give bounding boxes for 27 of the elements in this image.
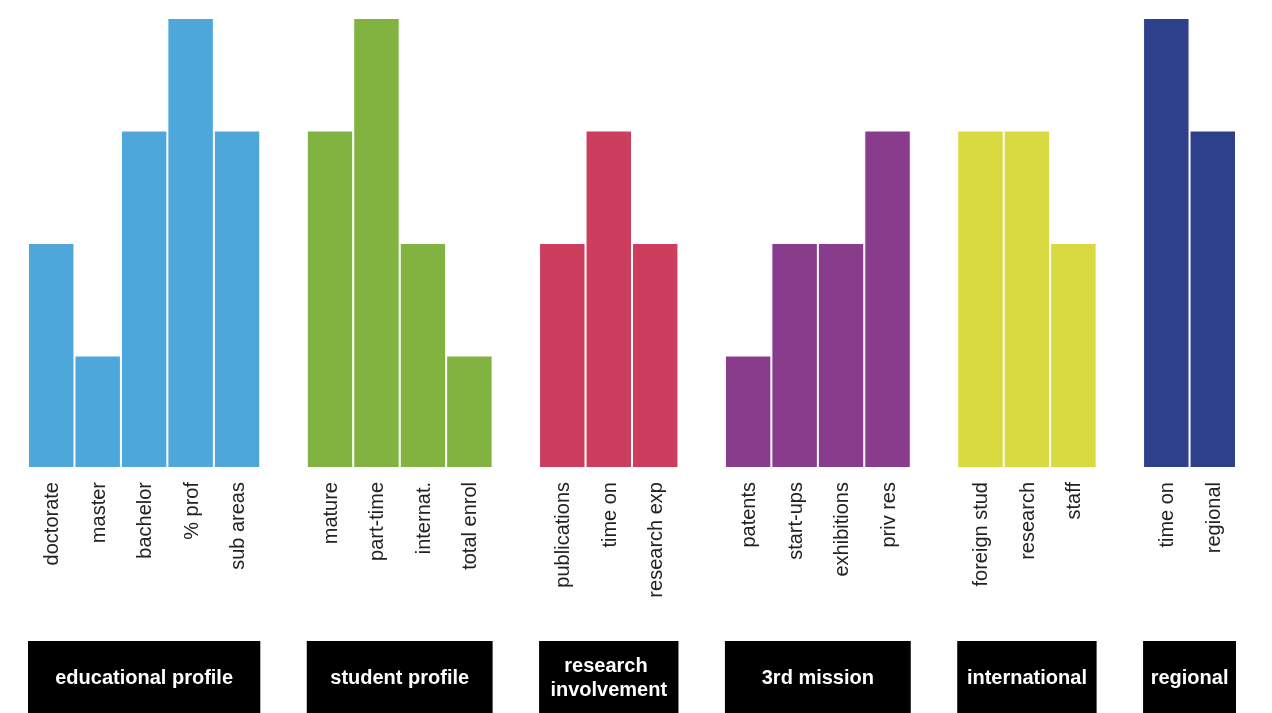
x-tick-label: master	[86, 481, 109, 544]
x-tick-label: research	[1015, 482, 1038, 560]
x-tick-label: sub areas	[226, 482, 249, 570]
x-tick-label: doctorate	[40, 482, 63, 566]
x-tick-label: % prof	[179, 481, 202, 540]
x-tick-label: patents	[737, 482, 760, 548]
text: student profile	[330, 666, 470, 688]
x-tick-label: part-time	[365, 482, 388, 561]
x-tick-label: exhibitions	[830, 482, 853, 577]
text: research involvement	[550, 654, 668, 700]
x-tick-label: priv res	[876, 482, 899, 548]
text: 3rd mission	[761, 666, 874, 688]
text: international	[966, 666, 1087, 688]
x-tick-label: staff	[1062, 481, 1085, 520]
x-tick-label: total enrol	[458, 482, 481, 570]
x-tick-label: foreign stud	[969, 482, 992, 587]
x-tick-label: time on	[597, 482, 620, 548]
x-tick-label: time on	[1155, 482, 1178, 548]
x-tick-label: bachelor	[133, 481, 156, 559]
x-tick-label: publications	[551, 482, 574, 588]
text: educational profile	[55, 666, 234, 688]
x-tick-label: research exp	[644, 482, 667, 598]
text: regional	[1150, 666, 1229, 688]
x-tick-label: start-ups	[783, 482, 806, 560]
x-tick-label: mature	[319, 482, 341, 545]
x-tick-label: internat.	[411, 482, 434, 555]
x-tick-label: regional	[1201, 482, 1224, 554]
